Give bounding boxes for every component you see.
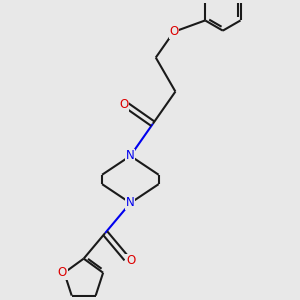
- Text: O: O: [119, 98, 128, 111]
- Text: O: O: [169, 25, 178, 38]
- Text: N: N: [126, 196, 135, 209]
- Text: N: N: [126, 149, 135, 162]
- Text: O: O: [126, 254, 135, 267]
- Text: O: O: [58, 266, 67, 279]
